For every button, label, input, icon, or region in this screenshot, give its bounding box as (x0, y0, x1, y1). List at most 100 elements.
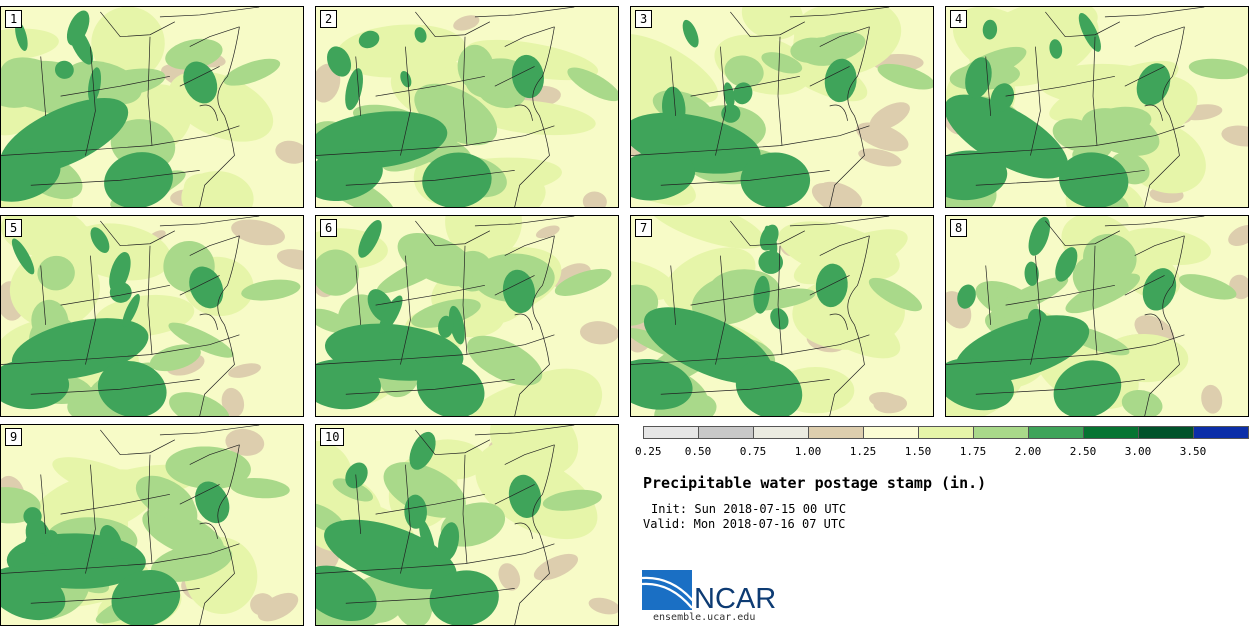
wet-cell (1024, 261, 1039, 286)
boundary-lines (1, 216, 260, 416)
moist-area (165, 38, 223, 70)
wet-cell (409, 431, 436, 470)
wet-cell (438, 522, 460, 562)
wet-cell (90, 227, 110, 253)
wet-cell (68, 24, 94, 65)
precipitable-water-map (1, 425, 299, 625)
moist-area (645, 216, 766, 249)
colorbar-tick-label: 3.50 (1179, 445, 1207, 458)
colorbar-bin (1083, 426, 1139, 439)
wet-band (815, 263, 848, 308)
wet-band (195, 481, 230, 524)
boundary-lines (316, 425, 575, 625)
dry-area (231, 219, 285, 246)
dry-area (1201, 384, 1223, 414)
boundary-lines (1, 7, 260, 207)
wet-cell (1028, 216, 1051, 256)
wet-band (104, 152, 173, 207)
wet-cell (400, 70, 412, 88)
colorbar-tick-label: 0.75 (739, 445, 767, 458)
moist-area (445, 216, 522, 261)
wet-band (416, 360, 485, 416)
wet-cell (733, 82, 753, 105)
member-label: 1 (5, 10, 23, 28)
moist-area (631, 260, 676, 301)
member-panel-1: 1 (0, 6, 304, 208)
colorbar-bin (808, 426, 864, 439)
moist-area (467, 335, 543, 386)
moist-area (1093, 106, 1152, 135)
wet-band (324, 519, 457, 590)
moist-area (799, 294, 901, 359)
wet-cell (54, 60, 74, 79)
moist-area (1, 72, 66, 110)
wet-cell (682, 19, 699, 48)
colorbar-bin (753, 426, 809, 439)
moist-area (169, 392, 230, 416)
wet-cell (11, 238, 35, 275)
colorbar-bin (1193, 426, 1249, 439)
moist-area (761, 52, 803, 74)
moist-area (1, 28, 59, 61)
wet-cell (109, 252, 131, 293)
wet-band (631, 358, 693, 410)
dry-area (873, 394, 908, 414)
moist-area (181, 171, 254, 207)
wet-cell (122, 294, 140, 328)
wet-cell (957, 284, 976, 309)
moist-area (724, 55, 764, 88)
wet-cell (109, 281, 132, 303)
member-label: 8 (950, 219, 968, 237)
wet-band (511, 54, 544, 99)
member-panel-9: 9 (0, 424, 304, 626)
wet-cell (982, 19, 998, 40)
moist-area (37, 255, 75, 291)
dry-area (1221, 125, 1248, 147)
valid-time: Valid: Mon 2018-07-16 07 UTC (643, 517, 845, 531)
wet-cell (965, 57, 992, 99)
wet-cell (438, 315, 454, 338)
wet-band (1053, 360, 1122, 416)
wet-band (316, 565, 377, 622)
moist-area (868, 277, 922, 312)
moist-area (135, 475, 195, 521)
wet-band (111, 569, 181, 625)
member-panel-6: 6 (315, 215, 619, 417)
precipitable-water-map (316, 425, 618, 625)
colorbar-bin (698, 426, 754, 439)
wet-cell (1055, 247, 1078, 282)
colorbar-tick-label: 2.50 (1069, 445, 1097, 458)
colorbar-bin (1028, 426, 1084, 439)
member-label: 6 (320, 219, 338, 237)
moist-area (332, 478, 374, 502)
member-label: 4 (950, 10, 968, 28)
wet-band (189, 266, 224, 309)
wet-cell (990, 83, 1015, 112)
moist-area (393, 578, 433, 625)
precipitable-water-map (1, 216, 303, 416)
dry-area (588, 597, 618, 615)
dry-area (1228, 224, 1248, 247)
member-label: 3 (635, 10, 653, 28)
logo-url: ensemble.ucar.edu (653, 612, 756, 623)
wet-band (1, 359, 70, 410)
precipitable-water-map (946, 216, 1248, 416)
wet-band (316, 359, 381, 410)
moist-area (230, 478, 290, 499)
ncar-logo: NCAR (642, 570, 776, 615)
boundary-lines (316, 216, 575, 416)
boundary-lines (1, 425, 260, 625)
dry-area (276, 249, 303, 270)
moist-area (165, 446, 251, 490)
wet-cell (1078, 12, 1101, 52)
wet-cell (758, 250, 783, 274)
dry-area (225, 428, 265, 456)
wet-cell (662, 86, 686, 130)
dry-area (316, 63, 341, 103)
colorbar-tick-label: 2.00 (1014, 445, 1042, 458)
wet-band (429, 570, 499, 625)
boundary-lines (631, 216, 890, 416)
logo-text: NCAR (694, 583, 776, 615)
wet-band (502, 269, 536, 314)
wet-cell (753, 275, 770, 314)
